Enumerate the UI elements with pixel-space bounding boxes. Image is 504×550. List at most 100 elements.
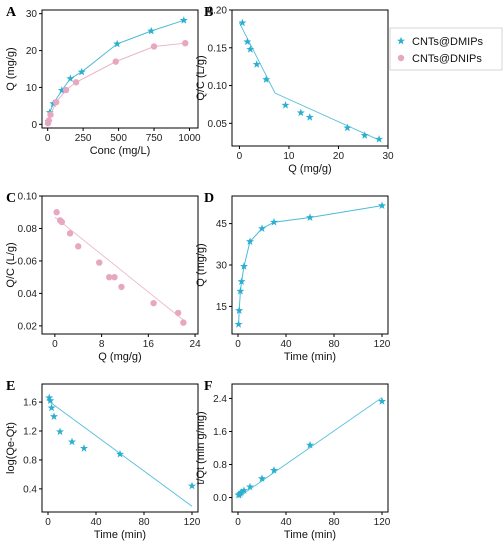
data-point-cnts-dmips [258,224,266,232]
panel-f: F 0 40 80 120 0.0 0.8 1.6 2.4 Time (min) t/Qt (min… [195,379,391,541]
data-point-cnts-dmips [47,403,56,412]
x-tick-label: 0 [52,339,58,350]
x-tick-label: 1000 [178,133,201,144]
legend-label-dmips: CNTs@DMIPs [412,36,484,48]
data-point-cnts-dnips [150,43,158,50]
y-tick-label: 20 [26,46,38,57]
y-tick-label: 45 [216,219,228,230]
x-tick-label: 0 [235,517,241,528]
data-point-cnts-dnips [182,39,189,47]
data-point-cnts-dmips [56,427,64,436]
data-point-cnts-dmips [240,262,248,270]
data-point-cnts-dmips [179,16,188,24]
data-point-cnts-dmips [378,201,386,210]
data-point-cnts-dmips [281,101,290,109]
y-axis-title-d: Q (mg/g) [195,243,207,286]
data-point-cnts-dnips [66,230,74,237]
data-point-cnts-dnips [111,273,118,281]
y-tick-label: 0.08 [18,224,38,235]
series-line-cnts-dmips [238,205,383,325]
data-point-cnts-dmips [360,131,369,139]
x-tick-label: 0 [45,517,51,528]
x-tick-label: 40 [280,339,292,350]
x-tick-label: 120 [374,517,391,528]
y-tick-label: 0.02 [18,321,38,332]
x-tick-label: 40 [280,517,292,528]
x-tick-label: 40 [90,517,102,528]
plot-frame-a [41,9,199,129]
x-tick-label: 750 [146,133,163,144]
plot-frame-c [41,195,199,335]
data-point-cnts-dmips [246,482,254,491]
y-tick-label: 2.4 [213,394,227,405]
data-point-cnts-dmips [45,393,54,402]
legend-entry-dmips: CNTs@DMIPs [397,36,484,48]
legend-marker-circle [397,54,405,62]
y-tick-label: 0.10 [18,192,38,203]
data-point-cnts-dmips [306,440,314,449]
y-axis-title-f: t/Qt (min g/mg) [195,411,207,484]
data-point-cnts-dmips [68,437,76,446]
data-point-cnts-dnips [150,299,157,307]
panel-a: A 0 250 500 750 1000 0 10 20 30 Conc (mg/L) Q (mg/g… [5,5,201,157]
x-axis-title-e: Time (min) [94,529,146,541]
panel-letter-e: E [6,379,15,394]
x-tick-label: 500 [110,133,127,144]
data-point-cnts-dmips [234,320,243,328]
data-point-cnts-dnips [45,117,53,124]
y-tick-label: 0.8 [213,460,227,471]
panel-e: E 0 40 80 120 0.4 0.8 1.2 1.6 Time (min) log(Qe-Qt… [5,379,201,541]
x-tick-label: 8 [99,339,105,350]
data-point-cnts-dmips [270,218,278,226]
data-point-cnts-dmips [378,397,386,405]
x-tick-label: 0 [237,151,243,162]
data-point-cnts-dmips [116,449,124,458]
data-point-cnts-dnips [58,218,66,226]
data-point-cnts-dmips [246,45,255,53]
y-tick-label: 30 [26,9,38,20]
plot-frame-e [41,383,199,513]
x-tick-label: 0 [235,339,241,350]
data-point-cnts-dnips [180,319,187,326]
y-tick-label: 1.6 [23,398,37,409]
data-point-cnts-dmips [243,37,252,46]
y-axis-title-b: Q/C (L/g) [195,55,207,100]
x-axis-title-a: Conc (mg/L) [90,145,151,157]
data-point-cnts-dmips [262,75,271,83]
data-point-cnts-dmips [66,74,75,82]
data-point-cnts-dmips [237,487,246,496]
data-point-cnts-dmips [235,306,244,314]
y-tick-label: 0.0 [213,493,227,504]
data-point-cnts-dmips [188,481,196,490]
fit-line-b [274,92,381,142]
data-point-cnts-dnips [96,259,103,266]
panel-d: D 0 40 80 120 15 30 45 Time (min) Q (mg/g) [195,191,391,363]
data-point-cnts-dnips [47,111,54,118]
panel-letter-b: B [204,5,213,20]
y-axis-title-a: Q (mg/g) [5,47,17,90]
data-point-cnts-dmips [77,67,86,76]
y-tick-label: 10 [26,83,38,94]
y-tick-label: 0.06 [18,256,38,267]
y-tick-label: 30 [216,261,228,272]
x-tick-label: 10 [283,151,295,162]
panel-letter-c: C [6,191,16,206]
data-point-cnts-dnips [75,243,82,250]
data-point-cnts-dmips [306,213,314,221]
data-point-cnts-dnips [118,283,125,291]
y-axis-title-e: log(Qe-Qt) [5,422,17,474]
data-point-cnts-dmips [252,60,261,68]
data-point-cnts-dmips [375,135,384,143]
x-tick-label: 30 [382,151,394,162]
x-tick-label: 250 [75,133,92,144]
panel-b: B 0 10 20 30 0.05 0.10 0.15 0.20 Q (mg/g) Q/C (L/g… [195,5,394,175]
data-point-cnts-dmips [238,18,247,27]
x-tick-label: 24 [190,339,202,350]
y-axis-title-c: Q/C (L/g) [5,242,17,287]
fit-line-b [239,22,276,94]
fit-line-c [54,216,185,322]
y-tick-label: 1.2 [23,427,37,438]
data-point-cnts-dmips [50,412,58,420]
